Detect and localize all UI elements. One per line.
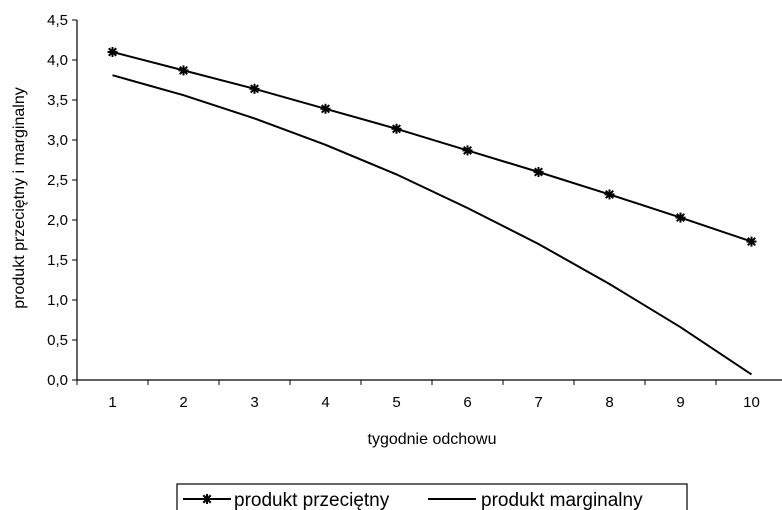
y-tick-label: 1,0 [47,292,68,309]
x-tick-label: 7 [534,394,542,411]
data-point-marker [746,236,757,247]
x-tick-label: 8 [605,394,613,411]
y-tick-label: 3,5 [47,92,68,109]
data-point-marker [604,189,615,200]
data-point-marker [107,47,118,57]
legend-box [176,483,688,510]
x-tick-label: 4 [321,394,329,411]
x-tick-label: 5 [392,394,400,411]
series-line-produkt-przecietny [112,51,752,243]
x-axis-title: tygodnie odchowu [368,431,497,448]
legend-label-produkt-marginalny: produkt marginalny [481,490,643,510]
data-point-marker [391,123,402,134]
legend-label-produkt-przecietny: produkt przeciętny [234,490,390,510]
chart-series [107,47,757,376]
y-tick-label: 2,5 [47,172,68,189]
legend-marker-icon [202,494,212,504]
data-point-marker [675,212,686,223]
x-tick-label: 1 [108,394,116,411]
legend-items: produkt przeciętny produkt marginalny [183,490,643,510]
data-point-marker [533,167,544,177]
y-axis-ticks: 0,0 0,5 1,0 1,5 2,0 2,5 3,0 3,5 4,0 4,5 [47,12,77,389]
y-tick-label: 4,5 [47,12,68,29]
data-point-marker [249,83,260,94]
x-tick-label: 3 [250,394,258,411]
y-tick-label: 0,0 [47,372,68,389]
x-axis-ticks: 1 2 3 4 5 6 7 8 9 10 [76,380,760,411]
x-tick-label: 2 [179,394,187,411]
x-tick-label: 9 [676,394,684,411]
y-tick-label: 3,0 [47,132,68,149]
y-tick-label: 1,5 [47,252,68,269]
data-point-marker [320,103,331,114]
series-line-produkt-marginalny [112,74,753,376]
y-axis-title: produkt przeciętny i marginalny [11,87,28,308]
data-point-marker [462,145,473,156]
y-tick-label: 2,0 [47,212,68,229]
x-tick-label: 10 [743,394,760,411]
legend: produkt przeciętny produkt marginalny [176,483,688,510]
data-point-marker [178,65,189,76]
y-tick-label: 4,0 [47,52,68,69]
y-tick-label: 0,5 [47,332,68,349]
x-tick-label: 6 [463,394,471,411]
